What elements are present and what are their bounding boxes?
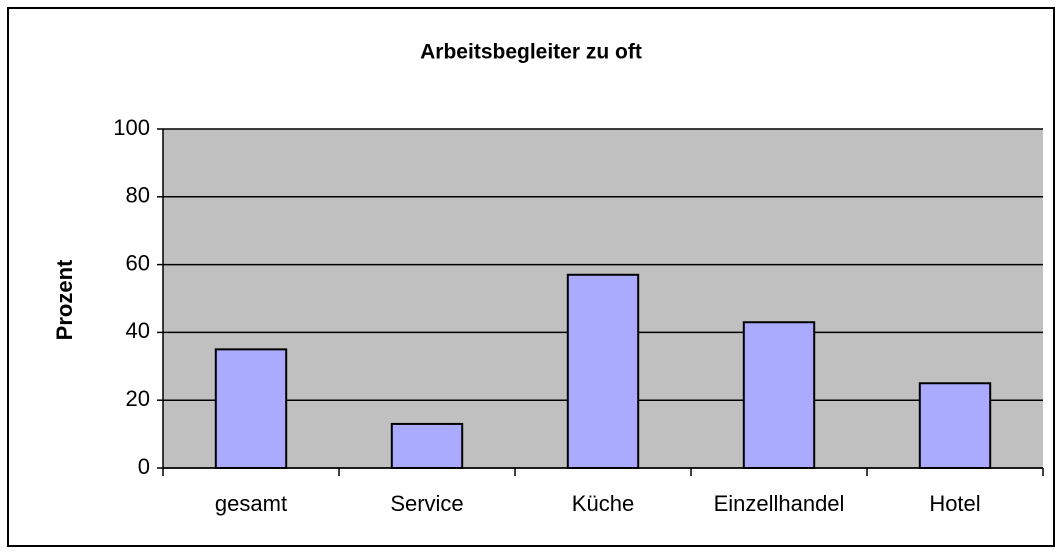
- y-tick-label: 60: [126, 250, 150, 275]
- bar: [390, 422, 464, 469]
- y-tick-label: 80: [126, 183, 150, 208]
- bar: [214, 348, 288, 470]
- y-axis-label: Prozent: [52, 259, 77, 340]
- x-tick-label: Service: [390, 491, 463, 516]
- x-tick-label: gesamt: [215, 491, 287, 516]
- x-tick-label: Hotel: [929, 491, 980, 516]
- x-tick-label: Einzellhandel: [714, 491, 845, 516]
- y-tick-label: 20: [126, 386, 150, 411]
- y-tick-label: 40: [126, 318, 150, 343]
- bar: [742, 321, 816, 470]
- y-tick-label: 100: [113, 115, 150, 140]
- bar: [918, 382, 992, 469]
- y-tick-label: 0: [138, 454, 150, 479]
- x-tick-label: Küche: [572, 491, 634, 516]
- bar: [566, 273, 640, 469]
- chart-title: Arbeitsbegleiter zu oft: [420, 41, 642, 64]
